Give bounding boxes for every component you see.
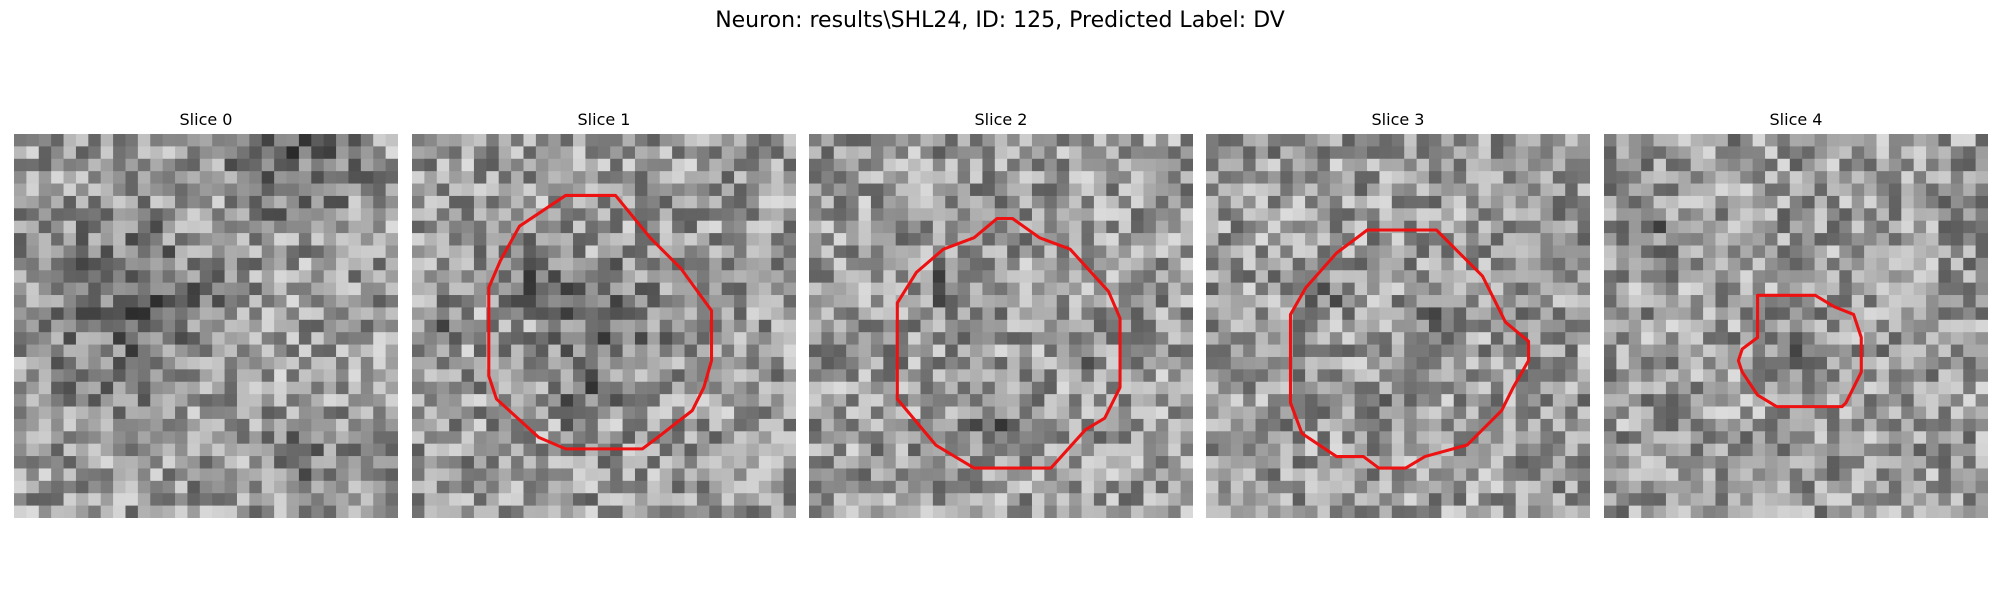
slice-title: Slice 3 <box>1371 110 1425 129</box>
slice-title: Slice 4 <box>1769 110 1823 129</box>
roi-contour <box>1736 293 1863 409</box>
slice-panel-4: Slice 4 <box>1604 100 1988 520</box>
slice-title: Slice 0 <box>179 110 233 129</box>
figure-title: Neuron: results\SHL24, ID: 125, Predicte… <box>715 8 1285 33</box>
slice-panel-1: Slice 1 <box>412 100 796 520</box>
slice-panel-2: Slice 2 <box>809 100 1193 520</box>
slice-image <box>14 134 398 518</box>
roi-contour <box>895 216 1122 470</box>
roi-contour <box>1288 228 1531 470</box>
slice-image <box>1604 134 1988 518</box>
slice-image <box>412 134 796 518</box>
slice-panel-3: Slice 3 <box>1206 100 1590 520</box>
slice-panel-0: Slice 0 <box>14 100 398 520</box>
slice-title: Slice 1 <box>577 110 631 129</box>
slice-image <box>1206 134 1590 518</box>
slice-image <box>809 134 1193 518</box>
roi-contour <box>487 193 714 451</box>
slice-title: Slice 2 <box>974 110 1028 129</box>
